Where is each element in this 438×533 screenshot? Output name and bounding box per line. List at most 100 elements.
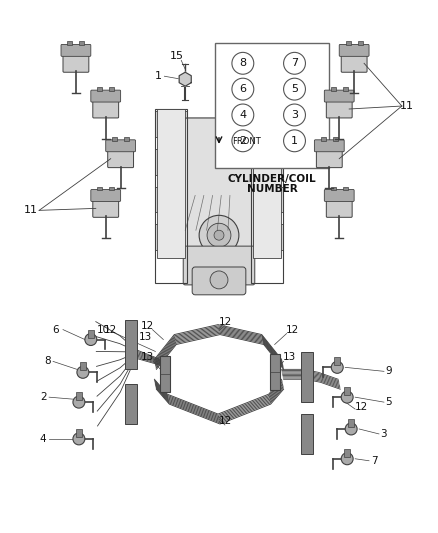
Circle shape [159, 189, 167, 197]
Text: 12: 12 [218, 317, 232, 327]
Bar [97, 87, 102, 91]
Text: 3: 3 [291, 110, 298, 120]
Text: NUMBER: NUMBER [247, 183, 297, 193]
Circle shape [161, 190, 165, 195]
Bar [343, 87, 348, 91]
Bar [251, 224, 283, 250]
Bar [357, 42, 363, 45]
Circle shape [159, 226, 167, 234]
Circle shape [271, 165, 279, 173]
FancyBboxPatch shape [324, 90, 354, 102]
Circle shape [273, 204, 277, 208]
Bar [124, 320, 137, 369]
Circle shape [331, 361, 343, 373]
Text: 12: 12 [141, 321, 154, 330]
Bar [270, 354, 279, 390]
Bar [173, 155, 185, 168]
Circle shape [214, 230, 224, 240]
Circle shape [341, 391, 353, 403]
FancyBboxPatch shape [324, 190, 354, 201]
Text: 4: 4 [40, 434, 46, 444]
Circle shape [271, 151, 279, 159]
Circle shape [159, 127, 167, 135]
Text: 12: 12 [103, 325, 117, 335]
FancyBboxPatch shape [192, 267, 246, 295]
Bar [157, 109, 185, 258]
Circle shape [207, 223, 231, 247]
Text: 8: 8 [239, 58, 247, 68]
Circle shape [77, 366, 89, 378]
Circle shape [283, 52, 305, 74]
Text: 11: 11 [400, 101, 414, 111]
FancyBboxPatch shape [91, 190, 120, 201]
Bar [253, 117, 265, 131]
Bar [109, 87, 114, 91]
Text: 12: 12 [354, 402, 368, 412]
Bar [346, 42, 351, 45]
FancyBboxPatch shape [341, 54, 367, 72]
Circle shape [159, 113, 167, 121]
Text: 13: 13 [138, 332, 152, 342]
Text: 3: 3 [381, 429, 387, 439]
Bar [321, 137, 326, 141]
Text: FRONT: FRONT [232, 138, 261, 146]
Circle shape [161, 242, 165, 246]
Bar [79, 42, 85, 45]
Text: 9: 9 [385, 366, 392, 376]
Circle shape [271, 127, 279, 135]
Text: 2: 2 [40, 392, 46, 402]
Circle shape [271, 226, 279, 234]
Bar [344, 449, 350, 457]
Bar [155, 224, 187, 250]
FancyBboxPatch shape [106, 140, 135, 152]
Circle shape [273, 167, 277, 171]
Text: 7: 7 [291, 58, 298, 68]
Circle shape [159, 203, 167, 211]
Bar [253, 230, 265, 244]
Circle shape [273, 190, 277, 195]
FancyBboxPatch shape [61, 44, 91, 56]
Bar [155, 149, 187, 175]
Text: CYLINDER/COIL: CYLINDER/COIL [228, 174, 317, 183]
FancyBboxPatch shape [326, 199, 352, 217]
Circle shape [159, 240, 167, 248]
FancyBboxPatch shape [91, 90, 120, 102]
Bar [301, 352, 314, 402]
Bar [173, 117, 185, 131]
FancyBboxPatch shape [93, 100, 119, 118]
Text: 12: 12 [286, 325, 299, 335]
Bar [215, 43, 329, 168]
Bar [301, 414, 314, 454]
Circle shape [232, 104, 254, 126]
Bar [160, 357, 170, 392]
Circle shape [273, 115, 277, 119]
Text: 5: 5 [385, 397, 392, 407]
Circle shape [273, 153, 277, 157]
FancyBboxPatch shape [108, 150, 134, 168]
Bar [251, 149, 283, 175]
Bar [112, 137, 117, 141]
Circle shape [271, 189, 279, 197]
Circle shape [159, 165, 167, 173]
Circle shape [273, 242, 277, 246]
Bar [155, 111, 187, 137]
Bar [97, 187, 102, 190]
Bar [253, 155, 265, 168]
Circle shape [161, 228, 165, 232]
FancyBboxPatch shape [93, 199, 119, 217]
Bar [344, 387, 350, 395]
Circle shape [345, 423, 357, 435]
Circle shape [73, 396, 85, 408]
Circle shape [271, 113, 279, 121]
Circle shape [232, 130, 254, 152]
Text: 15: 15 [170, 51, 184, 61]
Text: 12: 12 [218, 416, 232, 426]
Text: 4: 4 [239, 110, 247, 120]
Bar [253, 109, 281, 258]
Text: 1: 1 [291, 136, 298, 146]
Circle shape [283, 78, 305, 100]
Circle shape [210, 271, 228, 289]
Bar [331, 187, 336, 190]
Bar [76, 392, 82, 400]
Circle shape [161, 129, 165, 133]
